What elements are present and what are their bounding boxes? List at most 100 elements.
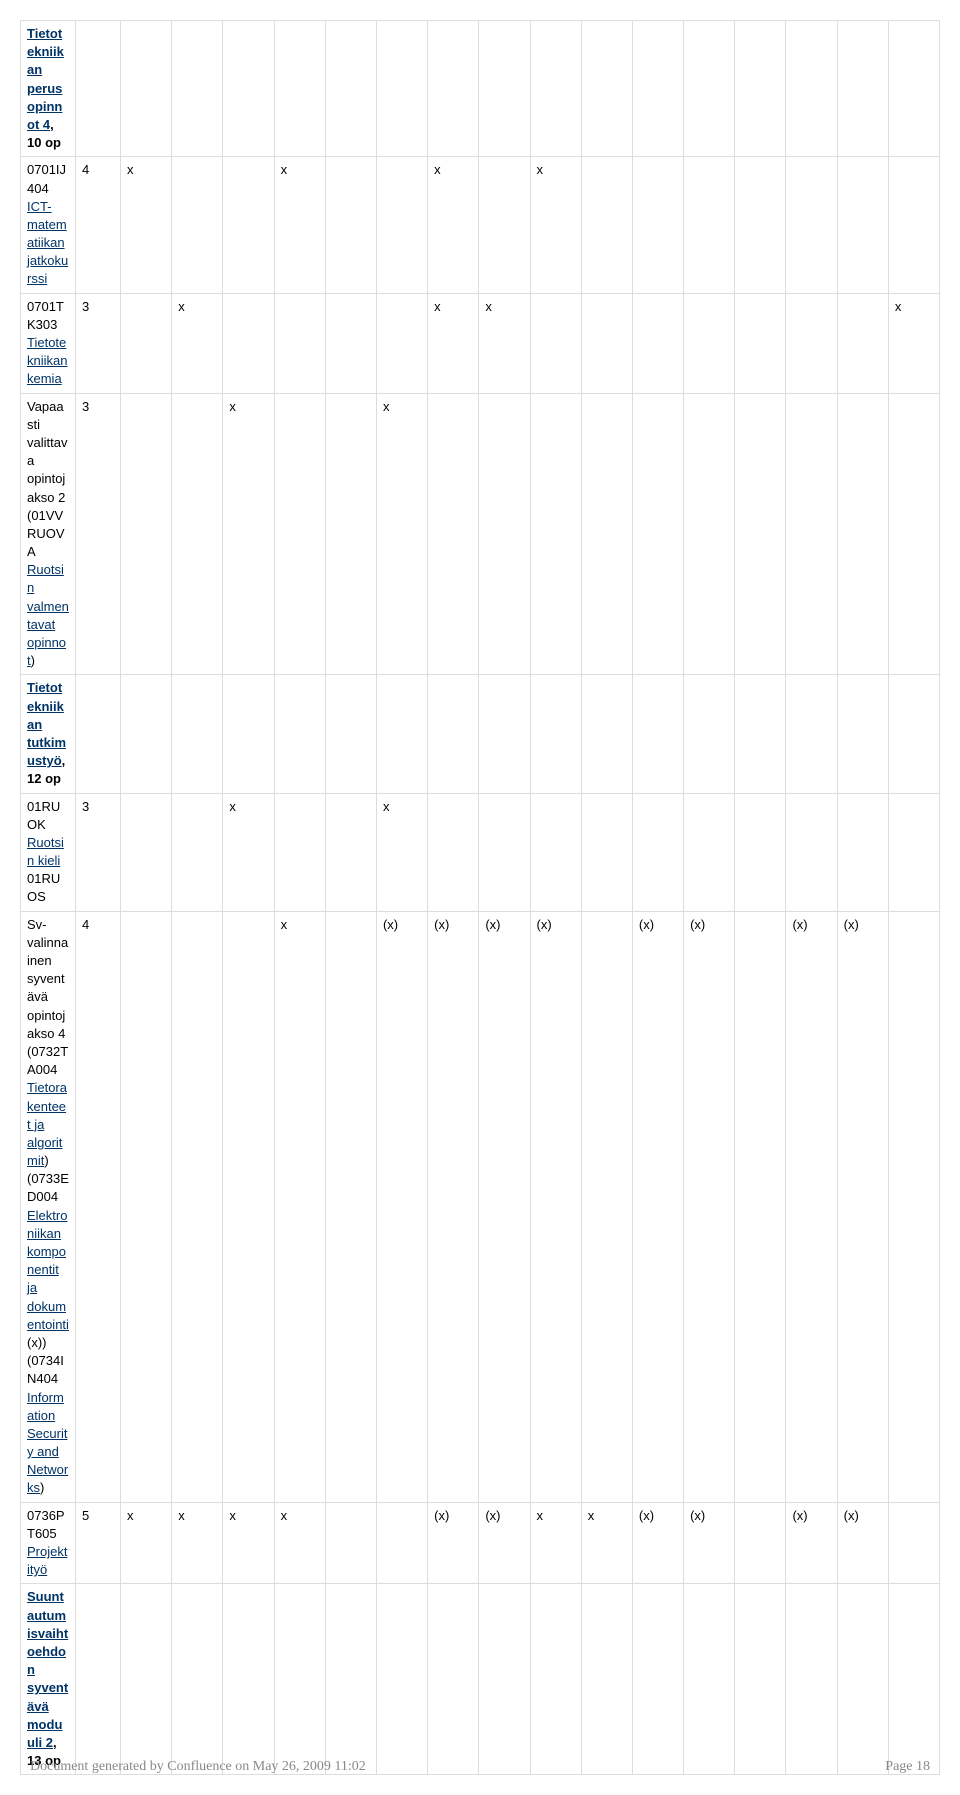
mark-cell xyxy=(581,793,632,911)
course-link[interactable]: Suuntautumisvaihtoehdon syventävä moduul… xyxy=(27,1589,68,1750)
credits-cell: 3 xyxy=(76,793,121,911)
mark-cell xyxy=(888,911,939,1502)
mark-cell xyxy=(888,675,939,793)
mark-cell xyxy=(786,393,837,675)
mark-cell: (x) xyxy=(479,1502,530,1584)
mark-cell xyxy=(837,793,888,911)
text: 01RUOS xyxy=(27,871,60,904)
mark-cell xyxy=(735,157,786,293)
mark-cell xyxy=(274,393,325,675)
mark-cell xyxy=(786,793,837,911)
mark-cell xyxy=(735,1584,786,1775)
mark-cell xyxy=(121,675,172,793)
mark-cell xyxy=(581,393,632,675)
mark-cell xyxy=(121,293,172,393)
mark-cell xyxy=(837,675,888,793)
course-link[interactable]: Tietotekniikan tutkimustyö xyxy=(27,680,66,768)
mark-cell xyxy=(530,1584,581,1775)
table-row: 0736PT605 Projektityö5xxxx(x)(x)xx(x)(x)… xyxy=(21,1502,940,1584)
mark-cell xyxy=(837,393,888,675)
mark-cell xyxy=(325,793,376,911)
mark-cell xyxy=(888,793,939,911)
mark-cell: x xyxy=(581,1502,632,1584)
course-name-cell: Suuntautumisvaihtoehdon syventävä moduul… xyxy=(21,1584,76,1775)
mark-cell xyxy=(223,1584,274,1775)
mark-cell xyxy=(376,1584,427,1775)
mark-cell xyxy=(786,21,837,157)
course-name-cell: 0701TK303 Tietotekniikan kemia xyxy=(21,293,76,393)
mark-cell xyxy=(735,1502,786,1584)
course-link[interactable]: Ruotsin kieli xyxy=(27,835,64,868)
mark-cell xyxy=(121,393,172,675)
mark-cell xyxy=(786,293,837,393)
mark-cell xyxy=(581,21,632,157)
mark-cell xyxy=(530,293,581,393)
mark-cell xyxy=(735,293,786,393)
mark-cell xyxy=(684,293,735,393)
course-name-cell: Sv-valinnainen syventävä opintojakso 4 (… xyxy=(21,911,76,1502)
mark-cell xyxy=(172,393,223,675)
mark-cell xyxy=(121,21,172,157)
table-row: Vapaasti valittava opintojakso 2 (01VVRU… xyxy=(21,393,940,675)
mark-cell: x xyxy=(172,1502,223,1584)
text: ) xyxy=(31,653,35,668)
mark-cell xyxy=(888,1584,939,1775)
mark-cell xyxy=(632,675,683,793)
mark-cell: x xyxy=(121,1502,172,1584)
mark-cell xyxy=(274,21,325,157)
mark-cell xyxy=(888,393,939,675)
course-link[interactable]: Tietotekniikan perusopinnot 4 xyxy=(27,26,64,132)
table-row: 0701TK303 Tietotekniikan kemia3xxxx xyxy=(21,293,940,393)
mark-cell: x xyxy=(376,393,427,675)
text: 01RUOK xyxy=(27,799,60,832)
mark-cell: x xyxy=(223,1502,274,1584)
credits-cell: 5 xyxy=(76,1502,121,1584)
mark-cell xyxy=(735,21,786,157)
mark-cell xyxy=(632,293,683,393)
mark-cell: (x) xyxy=(837,1502,888,1584)
mark-cell: x xyxy=(530,1502,581,1584)
mark-cell xyxy=(428,675,479,793)
mark-cell xyxy=(428,393,479,675)
mark-cell xyxy=(581,293,632,393)
mark-cell xyxy=(888,21,939,157)
course-link[interactable]: Information Security and Networks xyxy=(27,1390,68,1496)
mark-cell xyxy=(530,793,581,911)
table-row: Sv-valinnainen syventävä opintojakso 4 (… xyxy=(21,911,940,1502)
mark-cell xyxy=(837,21,888,157)
mark-cell xyxy=(684,675,735,793)
mark-cell: x xyxy=(274,157,325,293)
mark-cell xyxy=(530,675,581,793)
course-link[interactable]: Projektityö xyxy=(27,1544,67,1577)
mark-cell xyxy=(684,793,735,911)
course-link[interactable]: Tietotekniikan kemia xyxy=(27,335,67,386)
mark-cell: (x) xyxy=(786,911,837,1502)
mark-cell: x xyxy=(530,157,581,293)
mark-cell xyxy=(172,21,223,157)
text: 0701TK303 xyxy=(27,299,64,332)
mark-cell xyxy=(274,293,325,393)
mark-cell xyxy=(632,157,683,293)
mark-cell xyxy=(428,1584,479,1775)
mark-cell xyxy=(223,911,274,1502)
text: ) xyxy=(40,1480,44,1495)
mark-cell xyxy=(325,157,376,293)
mark-cell xyxy=(888,157,939,293)
mark-cell xyxy=(479,21,530,157)
mark-cell xyxy=(376,21,427,157)
course-name-cell: Vapaasti valittava opintojakso 2 (01VVRU… xyxy=(21,393,76,675)
mark-cell xyxy=(632,793,683,911)
mark-cell xyxy=(376,675,427,793)
mark-cell xyxy=(325,393,376,675)
course-link[interactable]: ICT-matematiikan jatkokurssi xyxy=(27,199,68,287)
course-name-cell: 0736PT605 Projektityö xyxy=(21,1502,76,1584)
text: , xyxy=(62,753,66,768)
mark-cell xyxy=(325,293,376,393)
mark-cell xyxy=(735,793,786,911)
mark-cell xyxy=(786,675,837,793)
mark-cell xyxy=(274,1584,325,1775)
course-name-cell: 01RUOK Ruotsin kieli 01RUOS xyxy=(21,793,76,911)
mark-cell xyxy=(172,911,223,1502)
course-link[interactable]: Elektroniikan komponentit ja dokumentoin… xyxy=(27,1208,69,1332)
mark-cell xyxy=(735,911,786,1502)
